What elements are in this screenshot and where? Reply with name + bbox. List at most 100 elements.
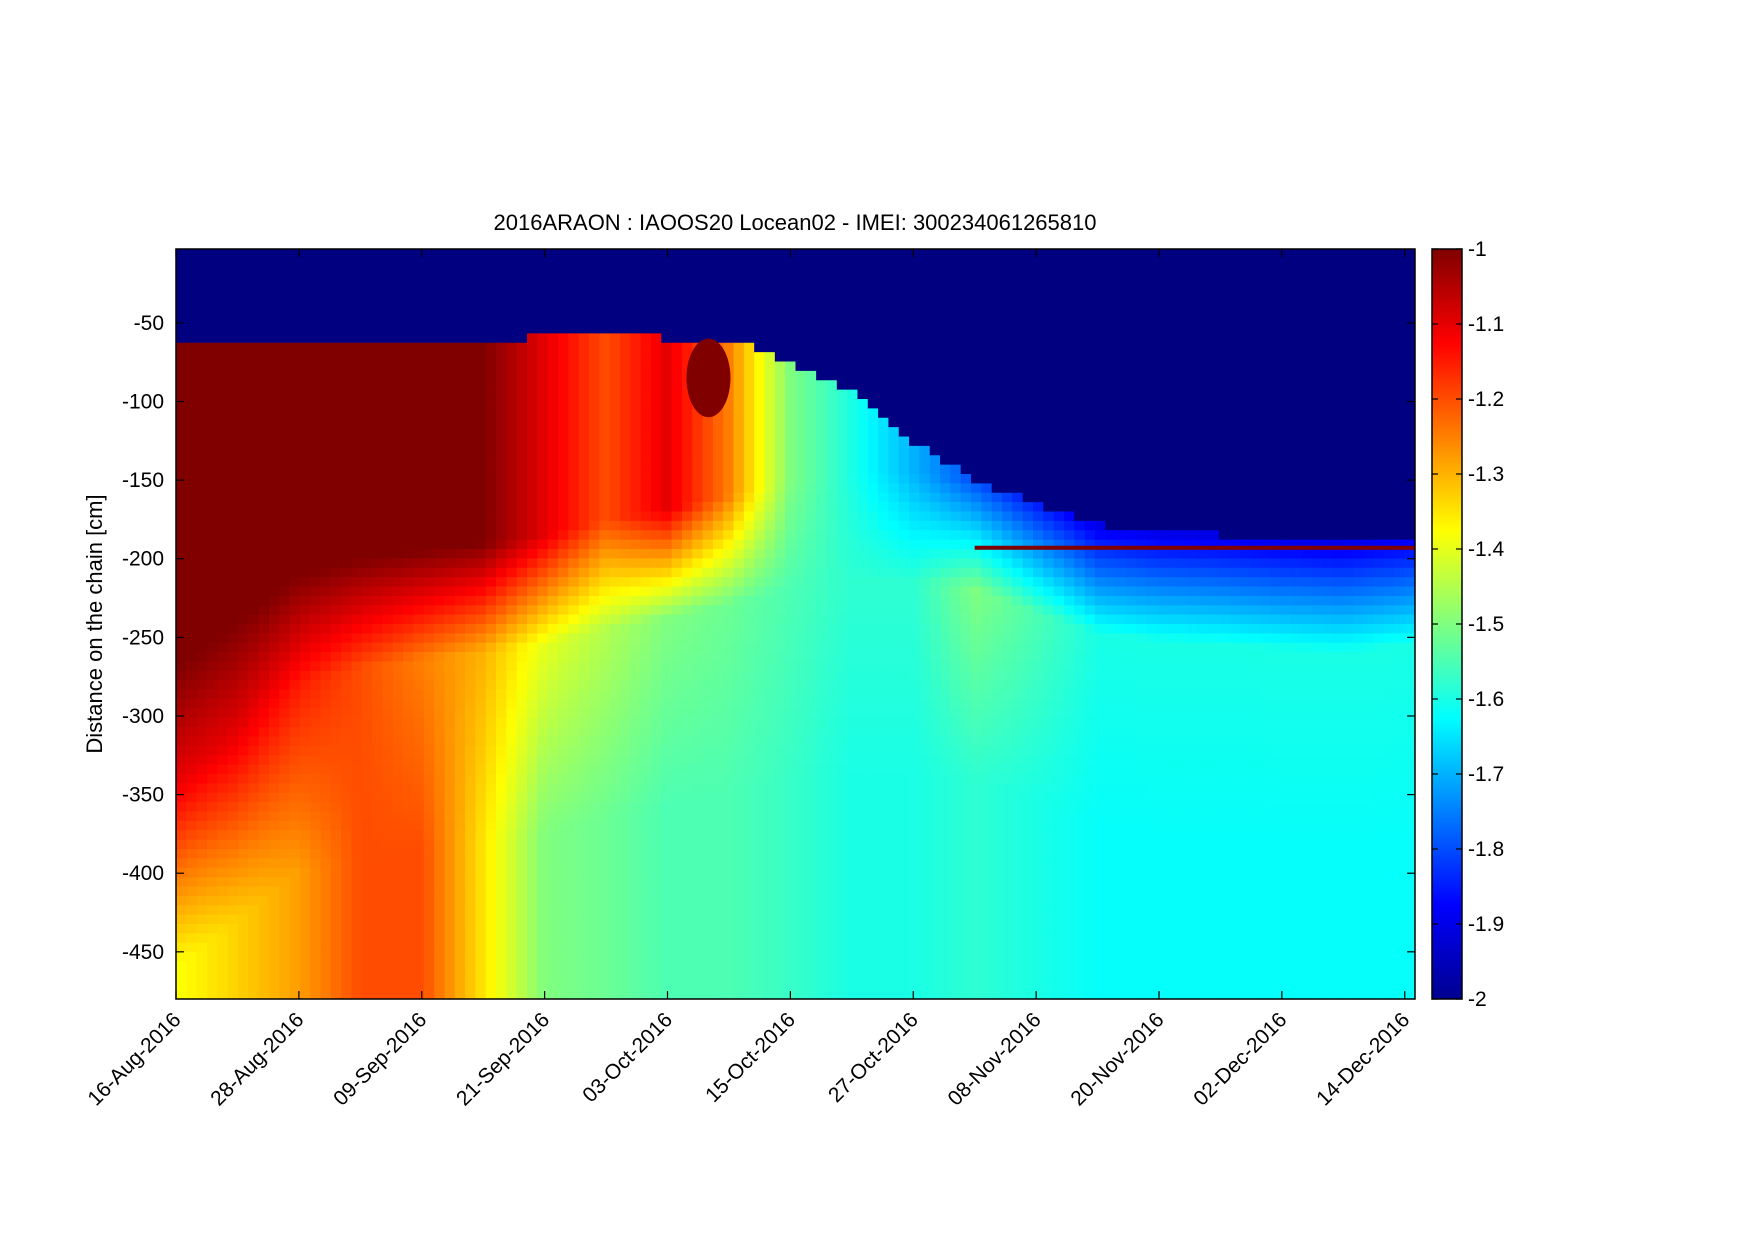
- heatmap-cell: [723, 745, 735, 756]
- heatmap-cell: [176, 370, 187, 381]
- heatmap-cell: [217, 502, 229, 513]
- heatmap-cell: [671, 633, 683, 644]
- heatmap-cell: [764, 549, 776, 559]
- heatmap-cell: [299, 502, 311, 513]
- heatmap-cell: [712, 849, 724, 859]
- heatmap-cell: [712, 492, 724, 503]
- heatmap-cell: [217, 736, 229, 747]
- heatmap-cell: [392, 492, 404, 503]
- heatmap-cell: [640, 483, 652, 494]
- heatmap-cell: [423, 924, 435, 934]
- heatmap-cell: [248, 483, 260, 494]
- heatmap-cell: [692, 511, 704, 522]
- heatmap-cell: [805, 539, 817, 550]
- heatmap-cell: [640, 445, 652, 456]
- heatmap-cell: [372, 652, 384, 663]
- heatmap-cell: [692, 249, 704, 259]
- heatmap-cell: [816, 511, 828, 522]
- heatmap-cell: [671, 361, 683, 372]
- heatmap-cell: [558, 858, 569, 869]
- heatmap-cell: [702, 830, 714, 841]
- heatmap-cell: [805, 933, 817, 944]
- heatmap-cell: [558, 502, 569, 513]
- heatmap-cell: [237, 774, 249, 784]
- heatmap-cell: [650, 670, 662, 681]
- heatmap-cell: [619, 342, 631, 353]
- heatmap-cell: [423, 867, 435, 878]
- heatmap-cell: [413, 924, 425, 934]
- heatmap-cell: [723, 595, 735, 606]
- heatmap-cell: [619, 511, 631, 522]
- heatmap-cell: [423, 792, 435, 803]
- heatmap-cell: [774, 942, 786, 953]
- heatmap-cell: [764, 689, 776, 700]
- heatmap-cell: [454, 867, 466, 878]
- heatmap-cell: [609, 989, 621, 999]
- heatmap-cell: [578, 839, 590, 850]
- heatmap-cell: [650, 567, 662, 578]
- heatmap-cell: [506, 755, 518, 766]
- heatmap-cell: [341, 970, 353, 981]
- heatmap-cell: [454, 961, 466, 972]
- heatmap-cell: [527, 736, 538, 747]
- heatmap-cell: [805, 867, 817, 878]
- heatmap-cell: [816, 314, 828, 325]
- heatmap-cell: [723, 849, 735, 859]
- heatmap-cell: [217, 614, 229, 625]
- heatmap-cell: [186, 605, 198, 616]
- heatmap-cell: [527, 980, 538, 991]
- heatmap-cell: [413, 802, 425, 813]
- heatmap-cell: [475, 905, 487, 916]
- heatmap-cell: [743, 370, 755, 381]
- heatmap-cell: [506, 361, 518, 372]
- heatmap-cell: [671, 408, 683, 419]
- heatmap-cell: [403, 792, 415, 803]
- heatmap-cell: [702, 680, 714, 691]
- heatmap-cell: [527, 408, 538, 419]
- heatmap-cell: [351, 286, 363, 297]
- heatmap-cell: [330, 895, 342, 906]
- heatmap-cell: [795, 361, 807, 372]
- heatmap-cell: [444, 399, 456, 409]
- heatmap-cell: [609, 427, 621, 438]
- heatmap-cell: [578, 352, 590, 363]
- heatmap-cell: [258, 745, 270, 756]
- heatmap-cell: [795, 455, 807, 466]
- heatmap-cell: [310, 342, 322, 353]
- heatmap-cell: [289, 305, 301, 316]
- heatmap-cell: [465, 277, 477, 288]
- heatmap-cell: [403, 952, 415, 963]
- heatmap-cell: [527, 614, 538, 625]
- heatmap-cell: [330, 783, 342, 794]
- heatmap-cell: [206, 774, 218, 784]
- heatmap-cell: [692, 652, 704, 663]
- heatmap-cell: [341, 699, 353, 709]
- heatmap-cell: [805, 249, 817, 259]
- heatmap-cell: [785, 708, 797, 719]
- heatmap-cell: [609, 905, 621, 916]
- heatmap-cell: [754, 642, 766, 653]
- heatmap-cell: [206, 511, 218, 522]
- heatmap-cell: [330, 989, 342, 999]
- heatmap-cell: [330, 549, 342, 559]
- heatmap-cell: [454, 717, 466, 728]
- heatmap-cell: [630, 942, 642, 953]
- heatmap-cell: [516, 305, 528, 316]
- heatmap-cell: [289, 633, 301, 644]
- heatmap-cell: [279, 699, 291, 709]
- heatmap-cell: [237, 933, 249, 944]
- heatmap-cell: [630, 633, 642, 644]
- heatmap-cell: [619, 324, 631, 334]
- heatmap-cell: [320, 858, 332, 869]
- heatmap-cell: [299, 970, 311, 981]
- heatmap-cell: [423, 342, 435, 353]
- heatmap-cell: [227, 464, 239, 475]
- heatmap-cell: [640, 961, 652, 972]
- heatmap-cell: [692, 924, 704, 934]
- heatmap-cell: [423, 445, 435, 456]
- heatmap-cell: [206, 989, 218, 999]
- heatmap-cell: [568, 474, 580, 484]
- heatmap-cell: [785, 970, 797, 981]
- heatmap-cell: [248, 258, 260, 269]
- heatmap-cell: [475, 427, 487, 438]
